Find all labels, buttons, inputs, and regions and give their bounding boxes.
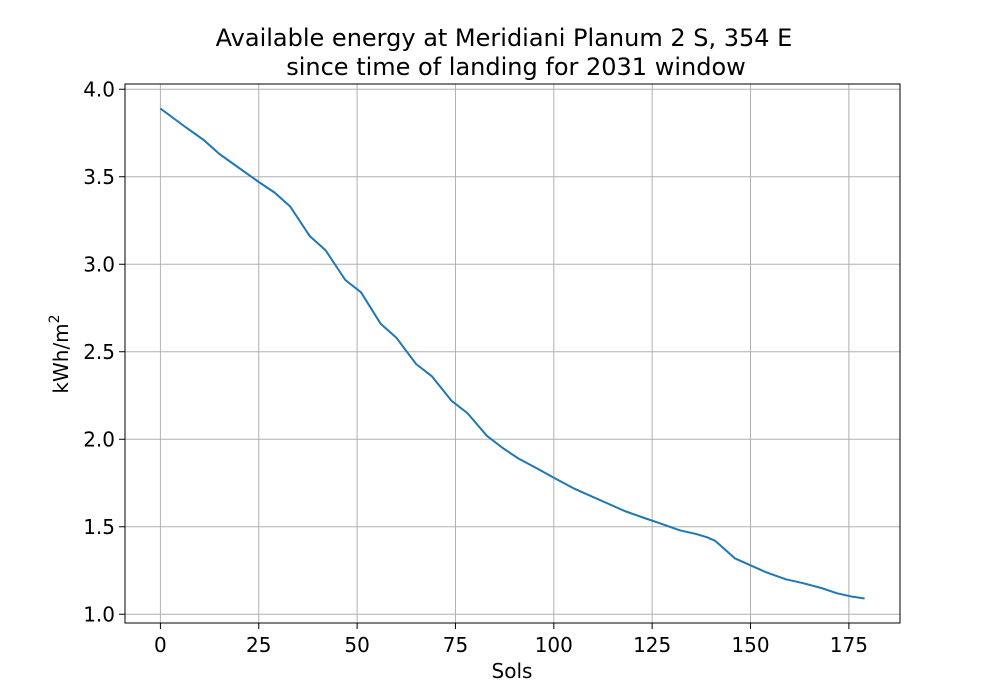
- x-tick-label: 175: [830, 633, 868, 657]
- y-axis-label-unit: kWh/m: [49, 323, 73, 393]
- y-tick-label: 1.5: [83, 515, 115, 539]
- plot-frame: [124, 83, 901, 624]
- chart-title-line2: since time of landing for 2031 window: [286, 53, 746, 81]
- grid-lines: [125, 84, 900, 623]
- series-layer: [159, 107, 865, 600]
- y-axis-label-exponent: 2: [47, 314, 63, 323]
- y-tick-label: 2.5: [83, 340, 115, 364]
- y-tick-label: 2.0: [83, 427, 115, 451]
- chart-title-line1: Available energy at Meridiani Planum 2 S…: [216, 24, 793, 52]
- x-tick-label: 0: [154, 633, 167, 657]
- axis-ticks: 0 25 50 75 100 125 150 175 1.0 1.5 2.0 2.5 3.0 3.5 4.0: [83, 77, 868, 657]
- y-axis-label: kWh/m2: [47, 314, 73, 393]
- x-tick-label: 100: [535, 633, 573, 657]
- x-tick-label: 75: [443, 633, 468, 657]
- x-tick-label: 25: [246, 633, 271, 657]
- y-tick-label: 1.0: [83, 602, 115, 626]
- x-tick-label: 125: [633, 633, 671, 657]
- x-tick-label: 50: [344, 633, 369, 657]
- series-line: [159, 107, 865, 600]
- x-tick-label: 150: [731, 633, 769, 657]
- y-tick-label: 4.0: [83, 77, 115, 101]
- y-tick-label: 3.5: [83, 165, 115, 189]
- x-axis-label: Sols: [492, 659, 533, 683]
- y-tick-label: 3.0: [83, 252, 115, 276]
